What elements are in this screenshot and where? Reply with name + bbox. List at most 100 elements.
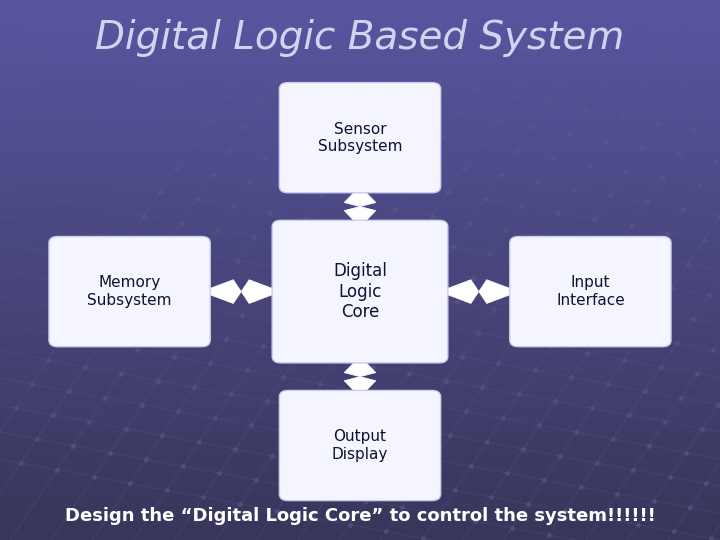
Point bbox=[107, 260, 118, 268]
Text: Input
Interface: Input Interface bbox=[556, 275, 625, 308]
Point bbox=[401, 126, 413, 134]
Point bbox=[243, 178, 255, 186]
Point bbox=[691, 369, 703, 378]
Point bbox=[660, 417, 671, 426]
Point bbox=[257, 342, 269, 350]
Point bbox=[195, 249, 207, 258]
Polygon shape bbox=[241, 280, 281, 303]
Point bbox=[237, 311, 248, 320]
Point bbox=[666, 284, 678, 292]
Point bbox=[225, 390, 237, 399]
Point bbox=[269, 263, 280, 272]
Point bbox=[431, 267, 442, 275]
Point bbox=[641, 198, 652, 207]
Point bbox=[545, 342, 557, 350]
Point bbox=[582, 349, 593, 357]
Point bbox=[122, 235, 134, 244]
Point bbox=[419, 346, 431, 354]
Point bbox=[714, 212, 720, 220]
Point bbox=[305, 270, 317, 279]
Point bbox=[248, 232, 259, 241]
Point bbox=[531, 178, 543, 186]
Point bbox=[625, 222, 636, 231]
Point bbox=[317, 191, 328, 200]
Point bbox=[577, 294, 589, 302]
Point bbox=[703, 291, 714, 299]
Point bbox=[344, 520, 356, 529]
Point bbox=[202, 116, 214, 124]
FancyBboxPatch shape bbox=[279, 390, 441, 501]
Text: Sensor
Subsystem: Sensor Subsystem bbox=[318, 122, 402, 154]
Point bbox=[271, 75, 282, 83]
Point bbox=[319, 435, 330, 443]
Point bbox=[652, 119, 664, 128]
Point bbox=[364, 119, 376, 128]
Point bbox=[683, 260, 694, 268]
Point bbox=[397, 503, 408, 512]
Point bbox=[104, 448, 115, 457]
Point bbox=[275, 130, 287, 138]
Point bbox=[405, 181, 417, 190]
Point bbox=[399, 314, 410, 323]
Point bbox=[246, 421, 257, 429]
Point bbox=[664, 472, 675, 481]
Text: Digital Logic Based System: Digital Logic Based System bbox=[95, 19, 625, 57]
Point bbox=[154, 188, 166, 197]
Point bbox=[200, 304, 212, 313]
Point bbox=[360, 496, 372, 505]
Point bbox=[170, 164, 181, 172]
Point bbox=[458, 164, 469, 172]
Point bbox=[549, 397, 561, 406]
Polygon shape bbox=[344, 377, 376, 397]
Point bbox=[392, 448, 403, 457]
Point bbox=[125, 479, 136, 488]
Polygon shape bbox=[479, 280, 518, 303]
Point bbox=[705, 534, 716, 540]
Point bbox=[372, 417, 383, 426]
Point bbox=[179, 273, 191, 282]
Point bbox=[444, 431, 456, 440]
Point bbox=[417, 102, 428, 111]
FancyBboxPatch shape bbox=[279, 83, 441, 193]
Point bbox=[605, 191, 616, 200]
FancyBboxPatch shape bbox=[510, 237, 671, 347]
Point bbox=[536, 232, 547, 241]
Polygon shape bbox=[202, 280, 241, 303]
Point bbox=[559, 507, 570, 515]
Point bbox=[253, 287, 264, 296]
Point bbox=[209, 414, 220, 423]
Point bbox=[234, 500, 246, 508]
Point bbox=[325, 301, 337, 309]
Point bbox=[220, 335, 232, 344]
Point bbox=[442, 188, 454, 197]
Point bbox=[650, 308, 662, 316]
Point bbox=[508, 335, 520, 344]
Point bbox=[497, 414, 508, 423]
Point bbox=[337, 222, 348, 231]
Point bbox=[284, 239, 296, 248]
Point bbox=[469, 85, 481, 93]
Point bbox=[440, 376, 451, 385]
Point bbox=[712, 400, 720, 409]
Point bbox=[463, 219, 474, 227]
Point bbox=[436, 321, 447, 330]
Text: Output
Display: Output Display bbox=[332, 429, 388, 462]
Point bbox=[163, 298, 175, 306]
Point bbox=[161, 486, 173, 495]
Point bbox=[307, 82, 319, 90]
Point bbox=[417, 534, 428, 540]
Point bbox=[259, 153, 271, 162]
Point bbox=[554, 451, 566, 460]
Point bbox=[413, 479, 424, 488]
Point bbox=[251, 44, 262, 52]
Point bbox=[376, 472, 387, 481]
Point bbox=[607, 435, 618, 443]
Point bbox=[428, 455, 440, 464]
Point bbox=[481, 438, 492, 447]
Point bbox=[525, 311, 536, 320]
Point bbox=[510, 146, 522, 155]
Point bbox=[300, 215, 312, 224]
Point bbox=[278, 373, 289, 381]
Point bbox=[623, 410, 634, 419]
Point bbox=[204, 359, 216, 368]
